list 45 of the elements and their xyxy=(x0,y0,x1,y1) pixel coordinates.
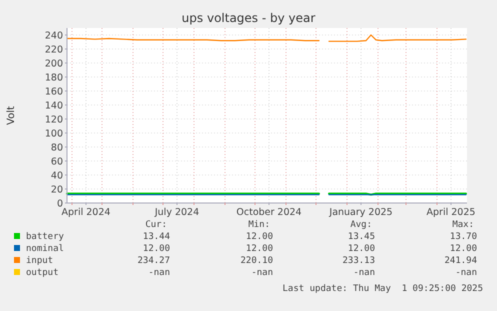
y-tick-label: 40 xyxy=(50,170,63,182)
y-tick-label: 120 xyxy=(44,114,63,126)
text: 12.00 xyxy=(246,244,273,254)
y-tick-label: 160 xyxy=(44,86,63,98)
y-tick-label: 80 xyxy=(50,142,63,154)
text: -nan xyxy=(148,268,170,278)
text: 241.94 xyxy=(444,256,477,266)
text: -nan xyxy=(353,268,375,278)
y-tick-label: 100 xyxy=(44,128,63,140)
y-axis-title: Volt xyxy=(6,106,17,125)
text: 12.00 xyxy=(246,232,273,242)
text: Cur: xyxy=(145,220,167,230)
y-tick-label: 220 xyxy=(44,44,63,56)
y-tick-label: 140 xyxy=(44,100,63,112)
text: Min: xyxy=(248,220,270,230)
legend-label: nominal xyxy=(26,244,64,254)
text: 12.00 xyxy=(348,244,375,254)
text: -nan xyxy=(251,268,273,278)
text: 12.00 xyxy=(450,244,477,254)
y-tick-label: 180 xyxy=(44,72,63,84)
x-tick-label: July 2024 xyxy=(154,207,200,218)
text: 13.70 xyxy=(450,232,477,242)
x-tick-label: October 2024 xyxy=(236,207,302,218)
text: 233.13 xyxy=(342,256,375,266)
text: Avg: xyxy=(350,220,372,230)
text: 220.10 xyxy=(240,256,273,266)
text: Max: xyxy=(452,220,474,230)
y-tick-label: 0 xyxy=(56,198,63,210)
text: -nan xyxy=(455,268,477,278)
chart-title: ups voltages - by year xyxy=(182,11,316,25)
x-tick-label: April 2025 xyxy=(426,207,476,218)
x-tick-label: January 2025 xyxy=(328,207,393,218)
x-tick-label: April 2024 xyxy=(62,207,110,218)
text: 13.44 xyxy=(142,232,170,242)
legend-label: output xyxy=(26,268,59,278)
text: 13.45 xyxy=(348,232,375,242)
y-tick-label: 200 xyxy=(44,58,63,70)
text: Last update: Thu May 1 09:25:00 2025 xyxy=(282,284,483,294)
y-tick-label: 60 xyxy=(50,156,63,168)
text: 234.27 xyxy=(137,256,170,266)
legend-label: battery xyxy=(26,232,65,242)
text: 12.00 xyxy=(142,244,170,254)
y-tick-label: 240 xyxy=(44,30,63,42)
y-tick-label: 20 xyxy=(50,184,63,196)
legend-label: input xyxy=(26,256,54,266)
